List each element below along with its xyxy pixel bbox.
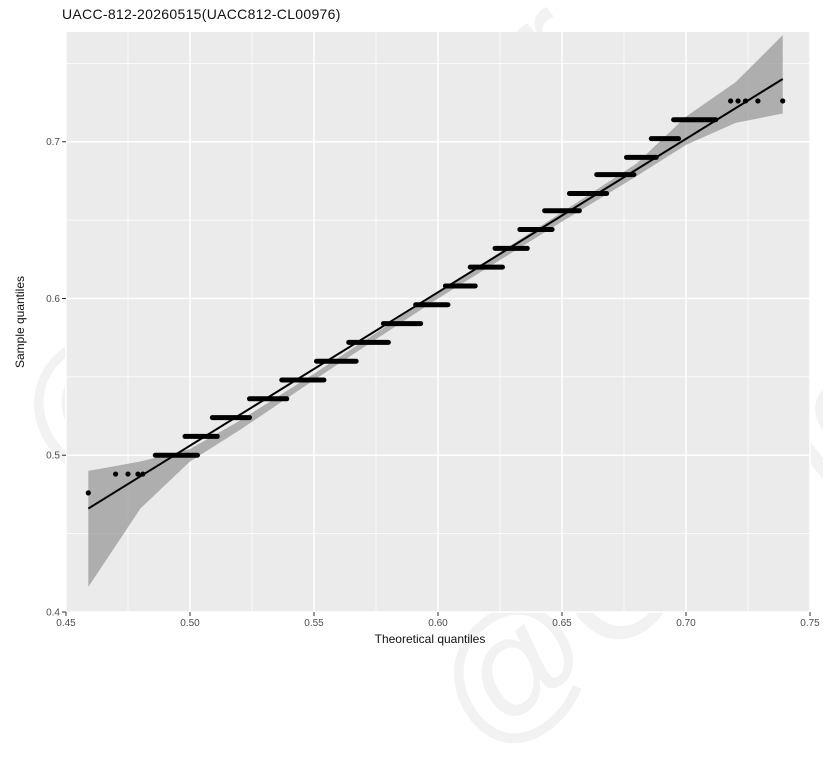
x-tick-label: 0.75 <box>800 618 820 629</box>
qq-plot: 0.45 0.50 0.55 0.60 0.65 0.70 0.75 0.40.50.60.… <box>13 32 820 646</box>
y-axis: 0.4 0.5 0.6 0.7 <box>46 137 66 619</box>
x-axis-label: Theoretical quantiles <box>375 632 486 646</box>
sample-point <box>728 98 734 104</box>
sample-point <box>113 471 119 477</box>
x-tick-label: 0.65 <box>552 618 572 629</box>
x-tick-label: 0.60 <box>428 618 448 629</box>
x-tick-label: 0.70 <box>676 618 696 629</box>
x-axis: 0.45 0.50 0.55 0.60 0.65 0.70 0.75 <box>56 612 820 629</box>
y-axis-label: Sample quantiles <box>13 276 27 368</box>
sample-point <box>755 98 761 104</box>
y-tick-label: 0.5 <box>46 451 60 462</box>
sample-point <box>735 98 741 104</box>
sample-point <box>135 471 141 477</box>
chart-title: UACC-812-20260515(UACC812-CL00976) <box>62 6 341 22</box>
y-tick-label: 0.6 <box>46 294 60 305</box>
x-tick-label: 0.45 <box>56 618 76 629</box>
x-tick-label: 0.55 <box>304 618 324 629</box>
reference-line <box>87 78 784 510</box>
y-tick-label: 0.7 <box>46 137 60 148</box>
y-tick-label: 0.4 <box>46 608 60 619</box>
sample-point <box>125 471 131 477</box>
sample-points <box>85 98 786 496</box>
sample-point <box>85 490 91 496</box>
sample-point <box>780 98 786 104</box>
x-tick-label: 0.50 <box>180 618 200 629</box>
